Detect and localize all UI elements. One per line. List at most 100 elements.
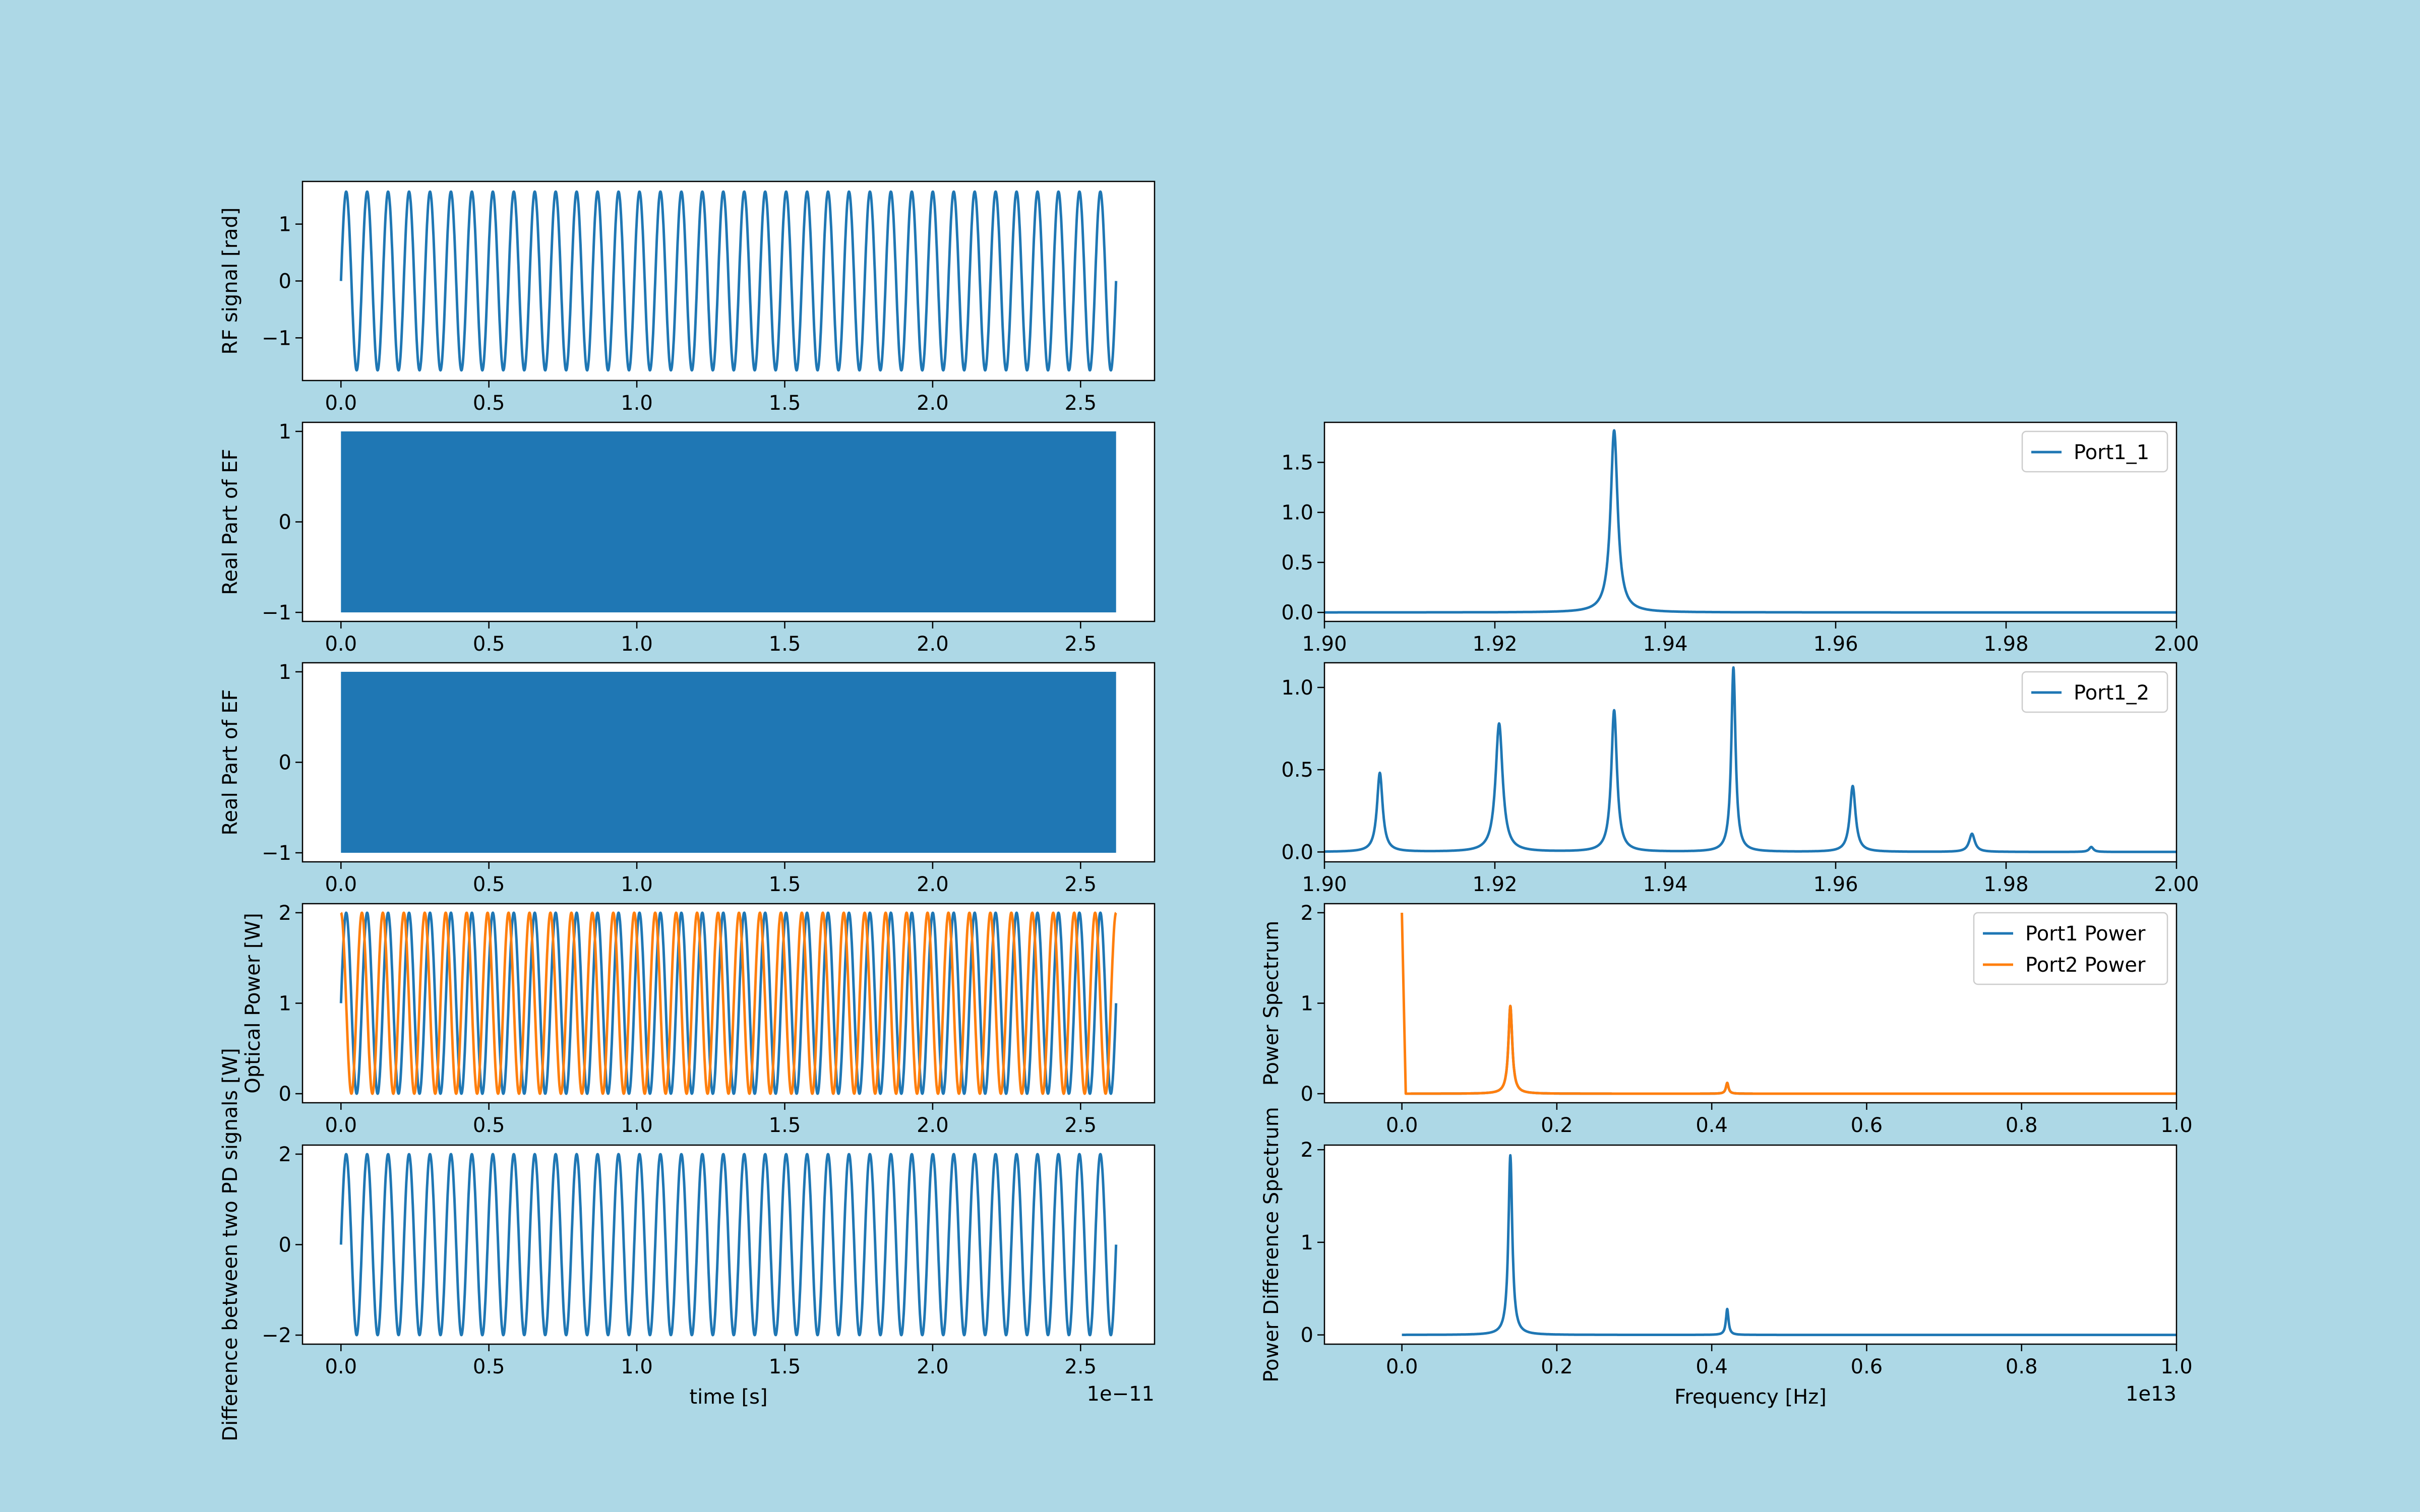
y-axis-label: Difference between two PD signals [W] bbox=[219, 1048, 242, 1441]
plot-marks bbox=[341, 671, 1116, 853]
axes-frame bbox=[1323, 662, 2177, 863]
y-tick-label: 0.5 bbox=[1281, 551, 1313, 575]
x-tick-label: 1.94 bbox=[1643, 873, 1687, 896]
y-tick-label: 1.0 bbox=[1281, 676, 1313, 700]
x-tick-label: 1.0 bbox=[621, 873, 653, 896]
x-tick-label: 1.0 bbox=[2160, 1114, 2193, 1137]
x-tick-label: 1.92 bbox=[1472, 633, 1517, 656]
x-tick-label: 0.8 bbox=[2006, 1355, 2038, 1378]
x-tick-label: 0.5 bbox=[473, 873, 505, 896]
y-tick-label: 0 bbox=[279, 1234, 291, 1257]
legend-box bbox=[1973, 912, 2168, 985]
legend-box bbox=[2021, 671, 2168, 713]
chart-diff-spec: 0.0 0.2 0.4 0.6 0.8 1.0 0 1 2 Power Difference Sp… bbox=[1260, 1107, 2193, 1409]
x-tick-label: 1.98 bbox=[1983, 633, 2028, 656]
x-tick-label: 0.2 bbox=[1541, 1355, 1573, 1378]
y-tick-label: 0.0 bbox=[1281, 601, 1313, 624]
chart-rf: 0.0 0.5 1.0 1.5 2.0 2.5 −1 0 1 RF signal [rad] bbox=[219, 180, 1156, 415]
legend-entry: Port2 Power bbox=[2025, 954, 2146, 977]
x-tick-label: 0.0 bbox=[325, 633, 357, 656]
y-tick-label: 0 bbox=[1301, 1083, 1313, 1106]
x-tick-label: 2.5 bbox=[1064, 1355, 1097, 1378]
x-tick-label: 0.8 bbox=[2006, 1114, 2038, 1137]
y-tick-label: 1 bbox=[1301, 1231, 1313, 1254]
plot-marks bbox=[339, 1153, 1118, 1337]
plot-marks bbox=[1401, 1154, 2176, 1337]
plot-marks bbox=[1324, 429, 2176, 614]
y-tick-label: 1 bbox=[279, 661, 291, 684]
x-tick-label: 1.94 bbox=[1643, 633, 1687, 656]
y-tick-label: 0 bbox=[279, 1083, 291, 1106]
series-band bbox=[341, 671, 1116, 853]
y-tick-label: 0.0 bbox=[1281, 841, 1313, 864]
y-tick-label: −2 bbox=[262, 1324, 291, 1347]
x-tick-label: 2.00 bbox=[2154, 633, 2199, 656]
x-tick-label: 2.0 bbox=[917, 1114, 949, 1137]
axes-frame bbox=[1323, 421, 2177, 622]
x-tick-label: 1.92 bbox=[1472, 873, 1517, 896]
x-tick-label: 0.0 bbox=[325, 1114, 357, 1137]
x-tick-label: 1.0 bbox=[2160, 1355, 2193, 1378]
x-tick-label: 0.6 bbox=[1851, 1114, 1883, 1137]
x-tick-label: 0.0 bbox=[1386, 1355, 1418, 1378]
x-tick-label: 0.2 bbox=[1541, 1114, 1573, 1137]
legend-entry: Port1_2 bbox=[2074, 681, 2149, 705]
y-axis-label: Real Part of EF bbox=[219, 689, 242, 835]
x-tick-label: 1.5 bbox=[769, 1355, 801, 1378]
y-axis-label: Real Part of EF bbox=[219, 449, 242, 595]
y-axis-label: Power Spectrum bbox=[1260, 921, 1283, 1086]
chart-diff: 0.0 0.5 1.0 1.5 2.0 2.5 −2 0 2 Difference between… bbox=[219, 1048, 1156, 1441]
y-tick-label: 0 bbox=[279, 270, 291, 293]
legend: Port1_2 bbox=[2021, 671, 2168, 713]
plot-marks bbox=[339, 190, 1118, 372]
x-tick-label: 1.98 bbox=[1983, 873, 2028, 896]
x-tick-label: 1.96 bbox=[1813, 633, 1858, 656]
plot-marks bbox=[1324, 666, 2176, 853]
plot-area bbox=[1324, 1145, 2176, 1344]
x-tick-label: 0.0 bbox=[1386, 1114, 1418, 1137]
x-tick-label: 2.0 bbox=[917, 392, 949, 415]
y-tick-label: −1 bbox=[262, 601, 291, 624]
legend: Port1 Power Port2 Power bbox=[1973, 912, 2168, 985]
plot-marks bbox=[1401, 912, 2176, 1095]
chart-spec2: 1.90 1.92 1.94 1.96 1.98 2.00 0.0 0.5 1.0 Port1_2 bbox=[1281, 662, 2199, 896]
x-tick-label: 2.5 bbox=[1064, 1114, 1097, 1137]
series-line-port1-1 bbox=[1324, 429, 2176, 614]
chart-ef2: 0.0 0.5 1.0 1.5 2.0 2.5 −1 0 1 Real Part of EF bbox=[219, 661, 1156, 896]
y-tick-label: 0.5 bbox=[1281, 759, 1313, 782]
y-tick-label: 2 bbox=[1301, 902, 1313, 925]
y-axis-label: Power Difference Spectrum bbox=[1260, 1107, 1283, 1382]
y-tick-label: 0 bbox=[279, 511, 291, 534]
series-line-port1-2 bbox=[1324, 666, 2176, 853]
y-tick-label: 1 bbox=[279, 213, 291, 236]
y-tick-label: −1 bbox=[262, 842, 291, 865]
series-line-0 bbox=[339, 190, 1118, 372]
x-tick-label: 1.0 bbox=[621, 392, 653, 415]
x-tick-label: 2.0 bbox=[917, 1355, 949, 1378]
y-axis-label: RF signal [rad] bbox=[219, 207, 242, 354]
y-tick-label: 2 bbox=[1301, 1139, 1313, 1162]
x-tick-label: 0.0 bbox=[325, 392, 357, 415]
x-tick-label: 1.96 bbox=[1813, 873, 1858, 896]
x-offset-label: 1e13 bbox=[2126, 1382, 2176, 1406]
y-tick-label: 1.0 bbox=[1281, 501, 1313, 525]
legend-entry: Port1_1 bbox=[2074, 441, 2149, 464]
x-tick-label: 0.0 bbox=[325, 1355, 357, 1378]
x-axis-label: Frequency [Hz] bbox=[1674, 1385, 1827, 1409]
x-tick-label: 1.5 bbox=[769, 633, 801, 656]
x-tick-label: 1.0 bbox=[621, 633, 653, 656]
chart-power-spec: 0.0 0.2 0.4 0.6 0.8 1.0 0 1 2 Power Spectrum Port1… bbox=[1260, 902, 2193, 1137]
axes-frame bbox=[1323, 1144, 2177, 1345]
y-tick-label: 1 bbox=[279, 992, 291, 1016]
x-offset-label: 1e−11 bbox=[1087, 1382, 1155, 1406]
series-line-port2-power bbox=[1401, 912, 2176, 1095]
legend-box bbox=[2021, 430, 2168, 473]
y-tick-label: 1 bbox=[1301, 992, 1313, 1016]
legend-entry: Port1 Power bbox=[2025, 922, 2146, 946]
y-tick-label: 0 bbox=[1301, 1324, 1313, 1347]
x-tick-label: 1.5 bbox=[769, 873, 801, 896]
series-line-0 bbox=[1401, 1154, 2176, 1337]
x-axis-label: time [s] bbox=[689, 1385, 767, 1409]
x-tick-label: 2.5 bbox=[1064, 633, 1097, 656]
chart-spec1: 1.90 1.92 1.94 1.96 1.98 2.00 0.0 0.5 1.0 1.5 Port… bbox=[1281, 421, 2199, 656]
